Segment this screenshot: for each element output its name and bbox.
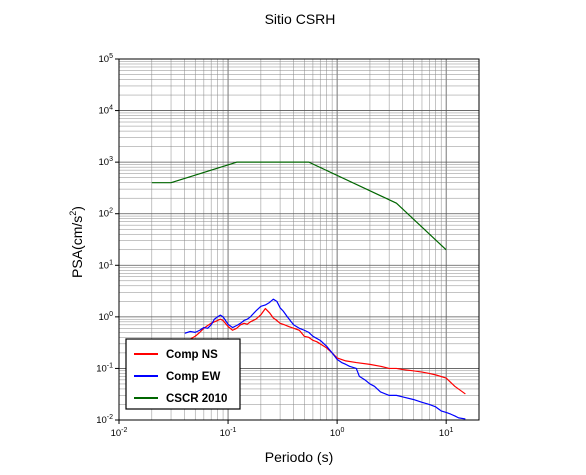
y-tick-exp: -1: [107, 362, 113, 369]
y-tick-exp: 1: [109, 259, 113, 266]
chart-title: Sitio CSRH: [265, 11, 336, 27]
y-tick-exp: 4: [109, 105, 113, 112]
y-tick-base: 10: [96, 415, 107, 426]
y-axis-label: PSA(cm/s2): [68, 206, 85, 278]
x-tick-label: 100: [330, 427, 345, 439]
y-tick-label: 100: [99, 311, 114, 323]
x-tick-base: 10: [220, 428, 231, 439]
y-tick-base: 10: [99, 157, 110, 168]
legend-label-cscr-2010: CSCR 2010: [166, 393, 227, 405]
x-tick-label: 10-1: [220, 427, 237, 439]
series-line-comp-ns: [184, 307, 466, 395]
series-layer: [151, 161, 466, 420]
y-tick-base: 10: [99, 106, 110, 117]
y-tick-label: 10-1: [96, 362, 113, 374]
y-tick-label: 103: [99, 156, 114, 168]
y-tick-exp: 3: [109, 156, 113, 163]
x-tick-base: 10: [111, 428, 122, 439]
x-tick-exp: 1: [450, 427, 454, 434]
x-axis-label: Periodo (s): [265, 449, 333, 465]
x-tick-exp: 0: [340, 427, 344, 434]
x-tick-base: 10: [330, 428, 341, 439]
x-ticks: 10-2 10-1 100 101: [111, 420, 454, 439]
y-tick-exp: 5: [109, 53, 113, 60]
y-tick-label: 10-2: [96, 414, 113, 426]
y-tick-base: 10: [99, 209, 110, 220]
legend: Comp NS Comp EW CSCR 2010: [125, 338, 241, 410]
grid: [119, 59, 479, 420]
y-tick-base: 10: [99, 54, 110, 65]
series-line-cscr-2010: [151, 161, 447, 251]
x-tick-exp: -1: [230, 427, 236, 434]
x-tick-label: 10-2: [111, 427, 128, 439]
y-tick-label: 104: [99, 105, 114, 117]
legend-label-comp-ns: Comp NS: [166, 349, 218, 361]
x-tick-label: 101: [439, 427, 454, 439]
y-axis-label-exp: 2: [68, 211, 78, 216]
y-tick-label: 102: [99, 208, 114, 220]
y-axis-label-tail: ): [69, 206, 85, 211]
plot-frame: [118, 58, 480, 421]
y-tick-exp: 2: [109, 208, 113, 215]
y-tick-base: 10: [96, 363, 107, 374]
legend-label-comp-ew: Comp EW: [166, 371, 220, 383]
series-line-comp-ew: [184, 298, 466, 420]
y-axis-label-base: PSA(cm/s: [69, 216, 85, 278]
y-tick-base: 10: [99, 260, 110, 271]
x-tick-base: 10: [439, 428, 450, 439]
x-tick-exp: -2: [121, 427, 127, 434]
y-tick-exp: -2: [107, 414, 113, 421]
y-tick-label: 105: [99, 53, 114, 65]
y-tick-exp: 0: [109, 311, 113, 318]
y-tick-base: 10: [99, 312, 110, 323]
y-tick-label: 101: [99, 259, 114, 271]
